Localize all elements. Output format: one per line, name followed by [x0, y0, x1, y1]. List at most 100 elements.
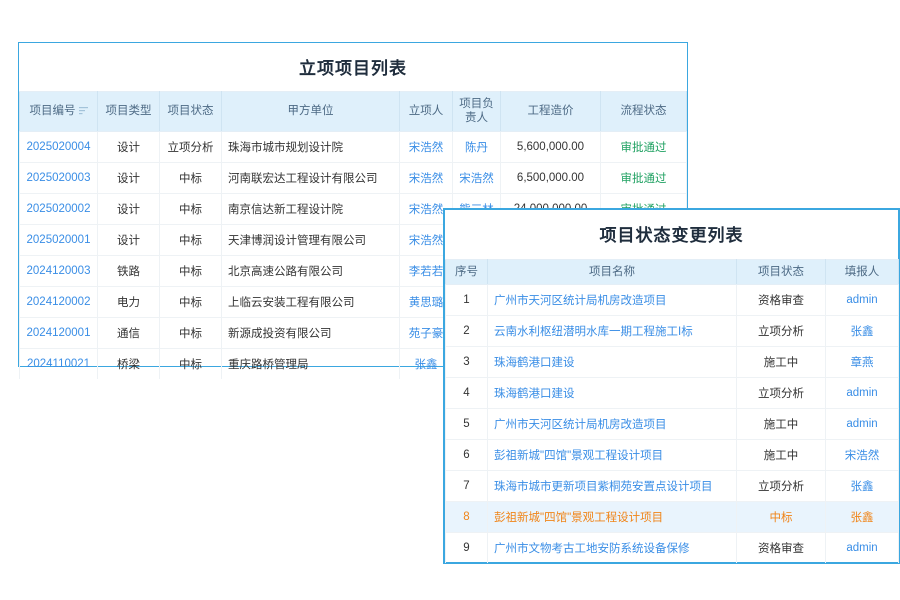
cell-flow-status: 审批通过 — [600, 162, 687, 194]
cell-project-type: 设计 — [97, 131, 160, 163]
cell-reporter[interactable]: admin — [825, 377, 899, 410]
cell-client-unit: 天津博润设计管理有限公司 — [221, 224, 400, 256]
cell-flow-status: 审批通过 — [600, 131, 687, 163]
cell-project-name[interactable]: 广州市文物考古工地安防系统设备保修 — [487, 532, 737, 564]
cell-project-code[interactable]: 2025020003 — [19, 162, 98, 194]
cell-project-status: 立项分析 — [736, 377, 826, 410]
cell-project-code[interactable]: 2024120001 — [19, 317, 98, 349]
cell-project-status: 中标 — [159, 224, 222, 256]
cell-project-manager[interactable]: 陈丹 — [452, 131, 501, 163]
table-row[interactable]: 2025020004 设计 立项分析 珠海市城市规划设计院 宋浩然 陈丹 5,600,000… — [19, 131, 687, 163]
table-row[interactable]: 4 珠海鹤港口建设 立项分析 admin — [445, 377, 899, 410]
sort-icon[interactable] — [78, 105, 88, 115]
table-row[interactable]: 2025020003 设计 中标 河南联宏达工程设计有限公司 宋浩然 宋浩然 6,500,0… — [19, 162, 687, 194]
cell-project-name[interactable]: 珠海鹤港口建设 — [487, 346, 737, 379]
project-status-change-table-body: 1 广州市天河区统计局机房改造项目 资格审查 admin 2 云南水利枢纽潜明水库一期工程… — [445, 284, 899, 564]
table-row[interactable]: 6 彭祖新城"四馆"景观工程设计项目 施工中 宋浩然 — [445, 439, 899, 472]
cell-project-status: 中标 — [736, 501, 826, 534]
cell-index: 1 — [445, 284, 488, 317]
cell-reporter[interactable]: 张鑫 — [825, 315, 899, 348]
cell-project-code[interactable]: 2025020004 — [19, 131, 98, 163]
column-header-project-status[interactable]: 项目状态 — [736, 258, 826, 286]
cell-project-type: 通信 — [97, 317, 160, 349]
table-header-row: 项目编号 项目类型 项目状态 甲方单位 立项人 项目负责人 工程造价 流程状态 — [19, 91, 687, 132]
cell-project-status: 中标 — [159, 193, 222, 225]
table-row[interactable]: 2 云南水利枢纽潜明水库一期工程施工I标 立项分析 张鑫 — [445, 315, 899, 348]
table-row[interactable]: 7 珠海市城市更新项目紫桐苑安置点设计项目 立项分析 张鑫 — [445, 470, 899, 503]
cell-initiator[interactable]: 宋浩然 — [399, 131, 453, 163]
cell-project-status: 立项分析 — [159, 131, 222, 163]
table-row[interactable]: 8 彭祖新城"四馆"景观工程设计项目 中标 张鑫 — [445, 501, 899, 534]
cell-project-name[interactable]: 彭祖新城"四馆"景观工程设计项目 — [487, 439, 737, 472]
cell-reporter[interactable]: admin — [825, 284, 899, 317]
cell-index: 2 — [445, 315, 488, 348]
column-header-reporter[interactable]: 填报人 — [825, 258, 899, 286]
cell-reporter[interactable]: 章燕 — [825, 346, 899, 379]
cell-project-code[interactable]: 2025020002 — [19, 193, 98, 225]
table-row[interactable]: 3 珠海鹤港口建设 施工中 章燕 — [445, 346, 899, 379]
cell-project-type: 设计 — [97, 193, 160, 225]
cell-project-name[interactable]: 广州市天河区统计局机房改造项目 — [487, 284, 737, 317]
cell-project-status: 施工中 — [736, 346, 826, 379]
cell-project-type: 设计 — [97, 224, 160, 256]
cell-project-status: 中标 — [159, 348, 222, 379]
panel-b-title: 项目状态变更列表 — [599, 226, 744, 245]
cell-project-name[interactable]: 珠海市城市更新项目紫桐苑安置点设计项目 — [487, 470, 737, 503]
cell-client-unit: 河南联宏达工程设计有限公司 — [221, 162, 400, 194]
cell-project-name[interactable]: 彭祖新城"四馆"景观工程设计项目 — [487, 501, 737, 534]
column-header-initiator[interactable]: 立项人 — [399, 91, 453, 132]
cell-index: 5 — [445, 408, 488, 441]
cell-project-code[interactable]: 2025020001 — [19, 224, 98, 256]
column-header-project-name[interactable]: 项目名称 — [487, 258, 737, 286]
cell-reporter[interactable]: 张鑫 — [825, 501, 899, 534]
column-header-flow-status[interactable]: 流程状态 — [600, 91, 687, 132]
cell-reporter[interactable]: 张鑫 — [825, 470, 899, 503]
column-header-project-type[interactable]: 项目类型 — [97, 91, 160, 132]
column-header-project-manager[interactable]: 项目负责人 — [452, 91, 501, 132]
cell-project-type: 电力 — [97, 286, 160, 318]
cell-project-manager[interactable]: 宋浩然 — [452, 162, 501, 194]
cell-reporter[interactable]: admin — [825, 532, 899, 564]
column-header-client-unit[interactable]: 甲方单位 — [221, 91, 400, 132]
cell-project-code[interactable]: 2024110021 — [19, 348, 98, 379]
cell-project-status: 中标 — [159, 255, 222, 287]
table-row[interactable]: 5 广州市天河区统计局机房改造项目 施工中 admin — [445, 408, 899, 441]
column-header-project-cost[interactable]: 工程造价 — [500, 91, 601, 132]
column-header-index[interactable]: 序号 — [445, 258, 488, 286]
cell-initiator[interactable]: 宋浩然 — [399, 162, 453, 194]
cell-client-unit: 珠海市城市规划设计院 — [221, 131, 400, 163]
table-row[interactable]: 1 广州市天河区统计局机房改造项目 资格审查 admin — [445, 284, 899, 317]
cell-reporter[interactable]: 宋浩然 — [825, 439, 899, 472]
cell-project-name[interactable]: 珠海鹤港口建设 — [487, 377, 737, 410]
cell-project-status: 立项分析 — [736, 315, 826, 348]
cell-project-code[interactable]: 2024120003 — [19, 255, 98, 287]
cell-project-status: 中标 — [159, 317, 222, 349]
cell-project-name[interactable]: 云南水利枢纽潜明水库一期工程施工I标 — [487, 315, 737, 348]
cell-project-cost: 5,600,000.00 — [500, 131, 601, 163]
cell-project-status: 立项分析 — [736, 470, 826, 503]
table-row[interactable]: 9 广州市文物考古工地安防系统设备保修 资格审查 admin — [445, 532, 899, 564]
cell-index: 8 — [445, 501, 488, 534]
cell-reporter[interactable]: admin — [825, 408, 899, 441]
cell-project-status: 资格审查 — [736, 284, 826, 317]
cell-client-unit: 上临云安装工程有限公司 — [221, 286, 400, 318]
cell-project-name[interactable]: 广州市天河区统计局机房改造项目 — [487, 408, 737, 441]
cell-index: 9 — [445, 532, 488, 564]
cell-project-status: 资格审查 — [736, 532, 826, 564]
project-status-change-table: 序号 项目名称 项目状态 填报人 1 广州市天河区统计局机房改造项目 资格审查 adm… — [445, 258, 899, 564]
cell-client-unit: 北京高速公路有限公司 — [221, 255, 400, 287]
panel-a-title: 立项项目列表 — [299, 59, 407, 78]
column-header-project-status[interactable]: 项目状态 — [159, 91, 222, 132]
cell-project-status: 中标 — [159, 286, 222, 318]
column-header-project-code[interactable]: 项目编号 — [19, 91, 98, 132]
cell-index: 4 — [445, 377, 488, 410]
cell-project-type: 设计 — [97, 162, 160, 194]
cell-project-code[interactable]: 2024120002 — [19, 286, 98, 318]
cell-project-type: 桥梁 — [97, 348, 160, 379]
cell-index: 7 — [445, 470, 488, 503]
cell-client-unit: 重庆路桥管理局 — [221, 348, 400, 379]
cell-project-status: 施工中 — [736, 408, 826, 441]
table-header-row: 序号 项目名称 项目状态 填报人 — [445, 258, 899, 286]
cell-project-status: 施工中 — [736, 439, 826, 472]
